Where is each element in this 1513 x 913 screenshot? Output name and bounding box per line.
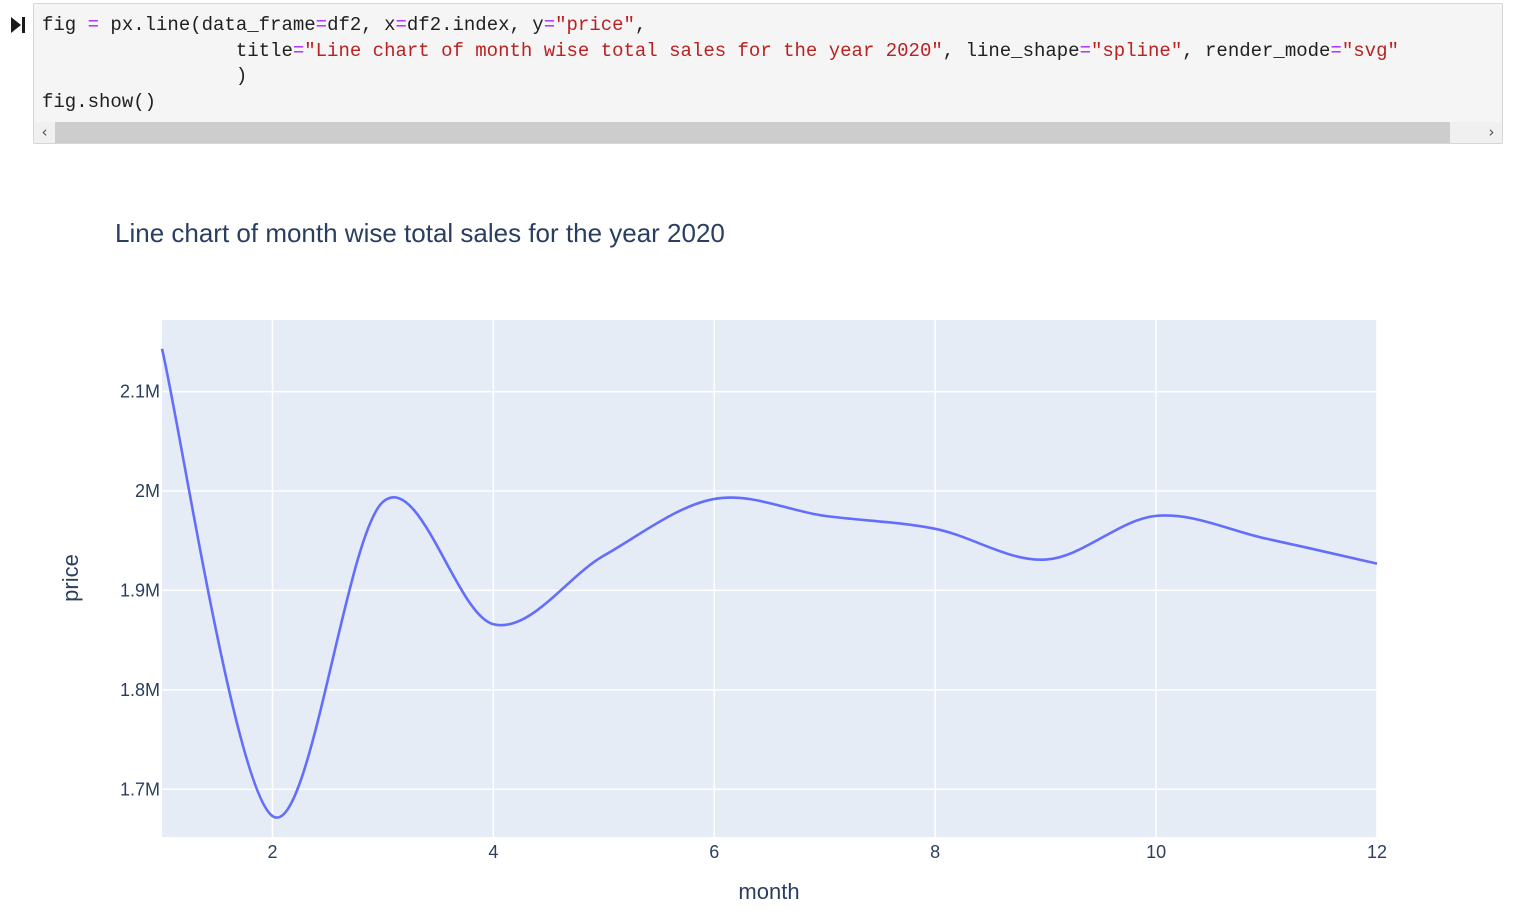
code-token: , line_shape (942, 39, 1080, 62)
x-tick-label: 6 (709, 842, 719, 862)
scroll-right-arrow-icon[interactable]: › (1488, 123, 1495, 141)
code-token: = (292, 39, 305, 62)
x-tick-labels: 2 4 6 8 10 12 (267, 842, 1387, 862)
code-token: fig (42, 14, 88, 36)
code-token: fig.show() (42, 90, 157, 113)
code-token: = (395, 14, 407, 36)
code-token: "price" (555, 14, 635, 36)
y-tick-label: 1.8M (120, 680, 160, 700)
y-tick-label: 1.9M (120, 580, 160, 600)
x-axis-title: month (738, 879, 799, 904)
code-line: fig.show() (42, 91, 156, 113)
code-token: title (42, 39, 293, 62)
x-tick-label: 12 (1367, 842, 1387, 862)
y-tick-label: 2.1M (120, 382, 160, 402)
x-tick-label: 2 (267, 842, 277, 862)
code-token: = (1330, 39, 1342, 62)
code-token: , (634, 14, 647, 36)
y-tick-labels: 1.7M 1.8M 1.9M 2M 2.1M (120, 382, 160, 800)
code-token: ) (42, 65, 248, 87)
code-token: = (87, 14, 100, 36)
code-cell[interactable]: fig = px.line(data_frame=df2, x=df2.inde… (33, 3, 1503, 144)
scrollbar-thumb[interactable] (55, 122, 1450, 143)
code-line: ) (42, 65, 247, 87)
x-tick-label: 4 (488, 842, 498, 862)
x-gridlines (271, 320, 1378, 837)
code-line: title="Line chart of month wise total sa… (42, 40, 1399, 62)
code-token: "svg" (1341, 39, 1399, 62)
chart-title: Line chart of month wise total sales for… (115, 218, 725, 248)
run-cell-icon[interactable] (10, 16, 26, 34)
y-tick-label: 1.7M (120, 779, 160, 799)
code-token: = (1079, 39, 1091, 62)
y-gridlines (162, 390, 1377, 791)
scroll-left-arrow-icon[interactable]: ‹ (41, 123, 48, 141)
code-token: px.line(data_frame (99, 14, 316, 36)
code-editor[interactable]: fig = px.line(data_frame=df2, x=df2.inde… (42, 13, 1399, 115)
code-token: "Line chart of month wise total sales fo… (304, 39, 943, 62)
x-tick-label: 8 (930, 842, 940, 862)
horizontal-scrollbar[interactable]: ‹ › (34, 122, 1502, 143)
code-token: df2.index, y (406, 14, 544, 36)
plot-area (162, 320, 1377, 837)
code-token: df2, x (327, 14, 396, 36)
code-token: = (315, 14, 328, 36)
code-line: fig = px.line(data_frame=df2, x=df2.inde… (42, 14, 646, 36)
x-tick-label: 10 (1146, 842, 1166, 862)
y-axis-title: price (58, 554, 83, 602)
code-token: "spline" (1091, 39, 1183, 62)
code-token: = (543, 14, 556, 36)
code-token: , render_mode (1182, 39, 1331, 62)
series-line (160, 348, 1378, 819)
y-tick-label: 2M (135, 481, 160, 501)
